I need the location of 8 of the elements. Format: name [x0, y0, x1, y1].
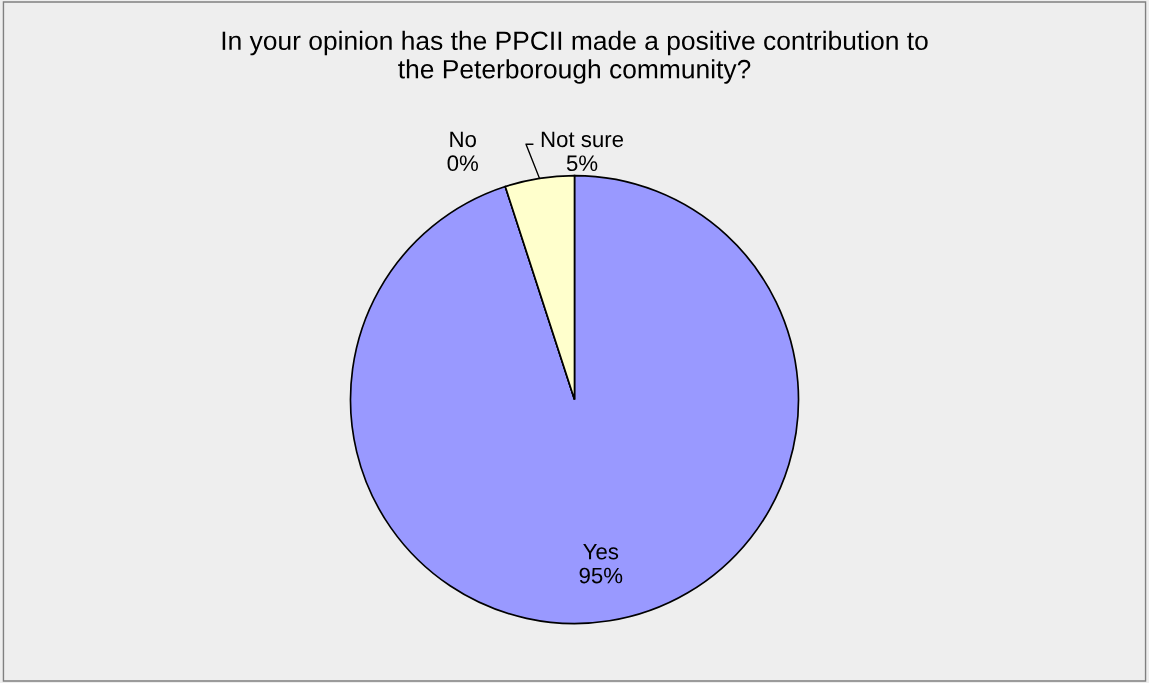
category-label: No: [450, 131, 476, 148]
data-label: 95%: [579, 567, 623, 584]
slice-label: Not sure: [541, 131, 624, 148]
chart-title: In your opinion has the PPCII made a positive contribution to the Peterborough community?: [222, 30, 928, 84]
text: 0%: [447, 155, 478, 172]
data-label: 5%: [566, 155, 598, 172]
pie-slice: [349, 174, 800, 625]
slice-label: Yes: [583, 543, 619, 560]
